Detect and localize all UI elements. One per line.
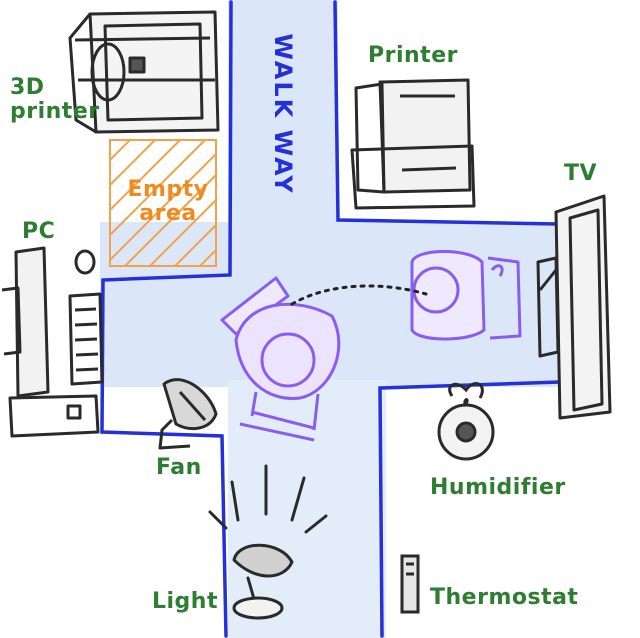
empty-area-hatch: [109, 139, 217, 267]
person-by-tv: [410, 250, 522, 341]
pc-label: PC: [22, 219, 56, 244]
thermostat-icon: [400, 554, 420, 614]
pc-icon: [1, 246, 104, 438]
light-icon: [208, 464, 328, 620]
tv-label: TV: [564, 161, 598, 186]
fan-label: Fan: [156, 455, 202, 480]
humidifier-icon: [437, 382, 495, 461]
thermostat-label: Thermostat: [430, 585, 579, 610]
tv-icon: [536, 194, 612, 420]
printer-3d-label: 3D printer: [10, 75, 100, 125]
fan-icon: [158, 378, 218, 450]
person-at-desk: [220, 276, 341, 442]
printer-label: Printer: [368, 43, 458, 68]
humidifier-label: Humidifier: [430, 475, 566, 500]
printer-3d-icon: [68, 10, 220, 134]
empty-area-label: Empty area: [127, 177, 209, 227]
walkway-label: WALK WAY: [269, 33, 297, 195]
light-label: Light: [152, 589, 218, 614]
printer-icon: [350, 78, 476, 210]
